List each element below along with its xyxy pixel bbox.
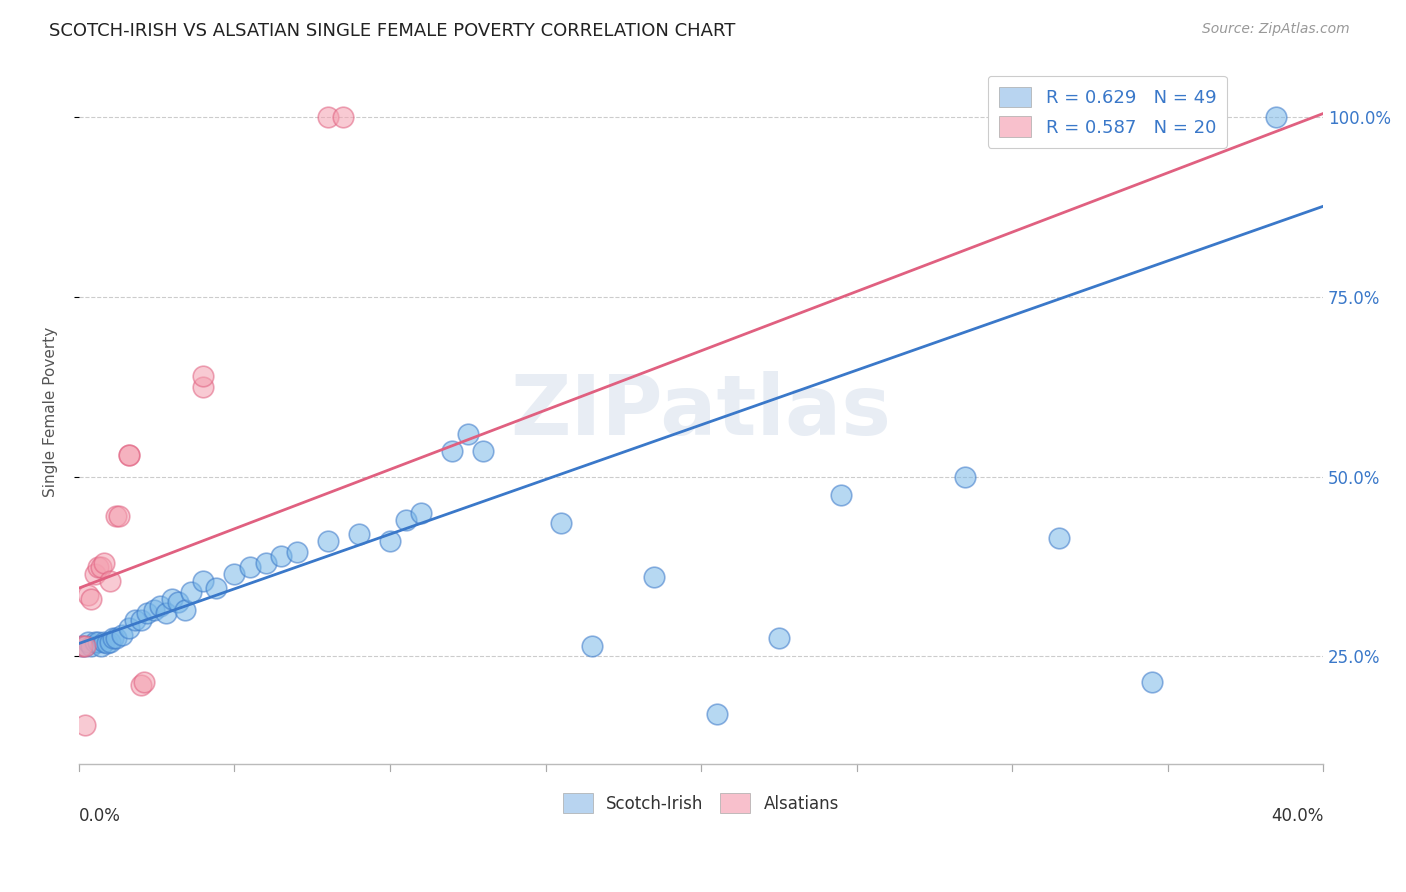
Point (75, 639, 97, 653)
Point (411, 506, 433, 520)
Point (118, 621, 141, 635)
Point (955, 469, 977, 483)
Point (105, 509, 128, 524)
Point (1140, 674, 1163, 689)
Point (830, 488, 852, 502)
Point (254, 556, 277, 570)
Point (70, 639, 93, 653)
Point (96, 636, 118, 650)
Text: ZIPatlas: ZIPatlas (510, 371, 891, 452)
Point (105, 632, 128, 646)
Point (101, 632, 124, 646)
Point (111, 628, 134, 642)
Point (239, 559, 262, 574)
Point (316, 534, 339, 549)
Point (204, 581, 226, 595)
Point (129, 678, 152, 692)
Point (441, 444, 464, 458)
Point (285, 545, 308, 559)
Point (643, 570, 665, 584)
Point (193, 380, 215, 394)
Point (155, 607, 177, 621)
Point (93, 556, 115, 570)
Point (1047, 531, 1070, 545)
Point (75, 717, 97, 731)
Point (136, 607, 159, 621)
Point (90, 639, 112, 653)
Point (98, 574, 121, 588)
Point (581, 639, 603, 653)
Point (93, 635, 115, 649)
Point (90, 559, 112, 574)
Point (706, 706, 728, 721)
Point (472, 444, 495, 458)
Point (83, 566, 105, 581)
Point (77, 635, 100, 649)
Point (224, 566, 246, 581)
Point (108, 509, 131, 524)
Point (86, 559, 108, 574)
Point (167, 595, 190, 609)
Point (118, 448, 141, 462)
Point (173, 602, 195, 616)
Point (77, 588, 100, 602)
Point (347, 527, 370, 541)
Point (142, 602, 165, 616)
Text: 40.0%: 40.0% (1271, 806, 1323, 824)
Point (162, 591, 184, 606)
Text: 0.0%: 0.0% (79, 806, 121, 824)
Point (1265, 110, 1288, 124)
Point (149, 599, 172, 613)
Point (768, 632, 790, 646)
Point (70, 639, 93, 653)
Point (394, 513, 416, 527)
Legend: Scotch-Irish, Alsatians: Scotch-Irish, Alsatians (557, 787, 846, 820)
Point (124, 614, 146, 628)
Point (98, 635, 121, 649)
Point (75, 639, 97, 653)
Point (80, 591, 103, 606)
Text: Source: ZipAtlas.com: Source: ZipAtlas.com (1202, 22, 1350, 37)
Point (83, 635, 105, 649)
Text: SCOTCH-IRISH VS ALSATIAN SINGLE FEMALE POVERTY CORRELATION CHART: SCOTCH-IRISH VS ALSATIAN SINGLE FEMALE P… (49, 22, 735, 40)
Point (180, 584, 202, 599)
Point (550, 516, 572, 531)
Point (118, 448, 141, 462)
Point (80, 639, 103, 653)
Point (270, 549, 292, 563)
Point (316, 110, 339, 124)
Y-axis label: Single Female Poverty: Single Female Poverty (44, 326, 58, 497)
Point (129, 614, 152, 628)
Point (378, 534, 401, 549)
Point (457, 426, 479, 441)
Point (134, 674, 156, 689)
Point (86, 635, 108, 649)
Point (193, 369, 215, 384)
Point (193, 574, 215, 588)
Point (332, 110, 354, 124)
